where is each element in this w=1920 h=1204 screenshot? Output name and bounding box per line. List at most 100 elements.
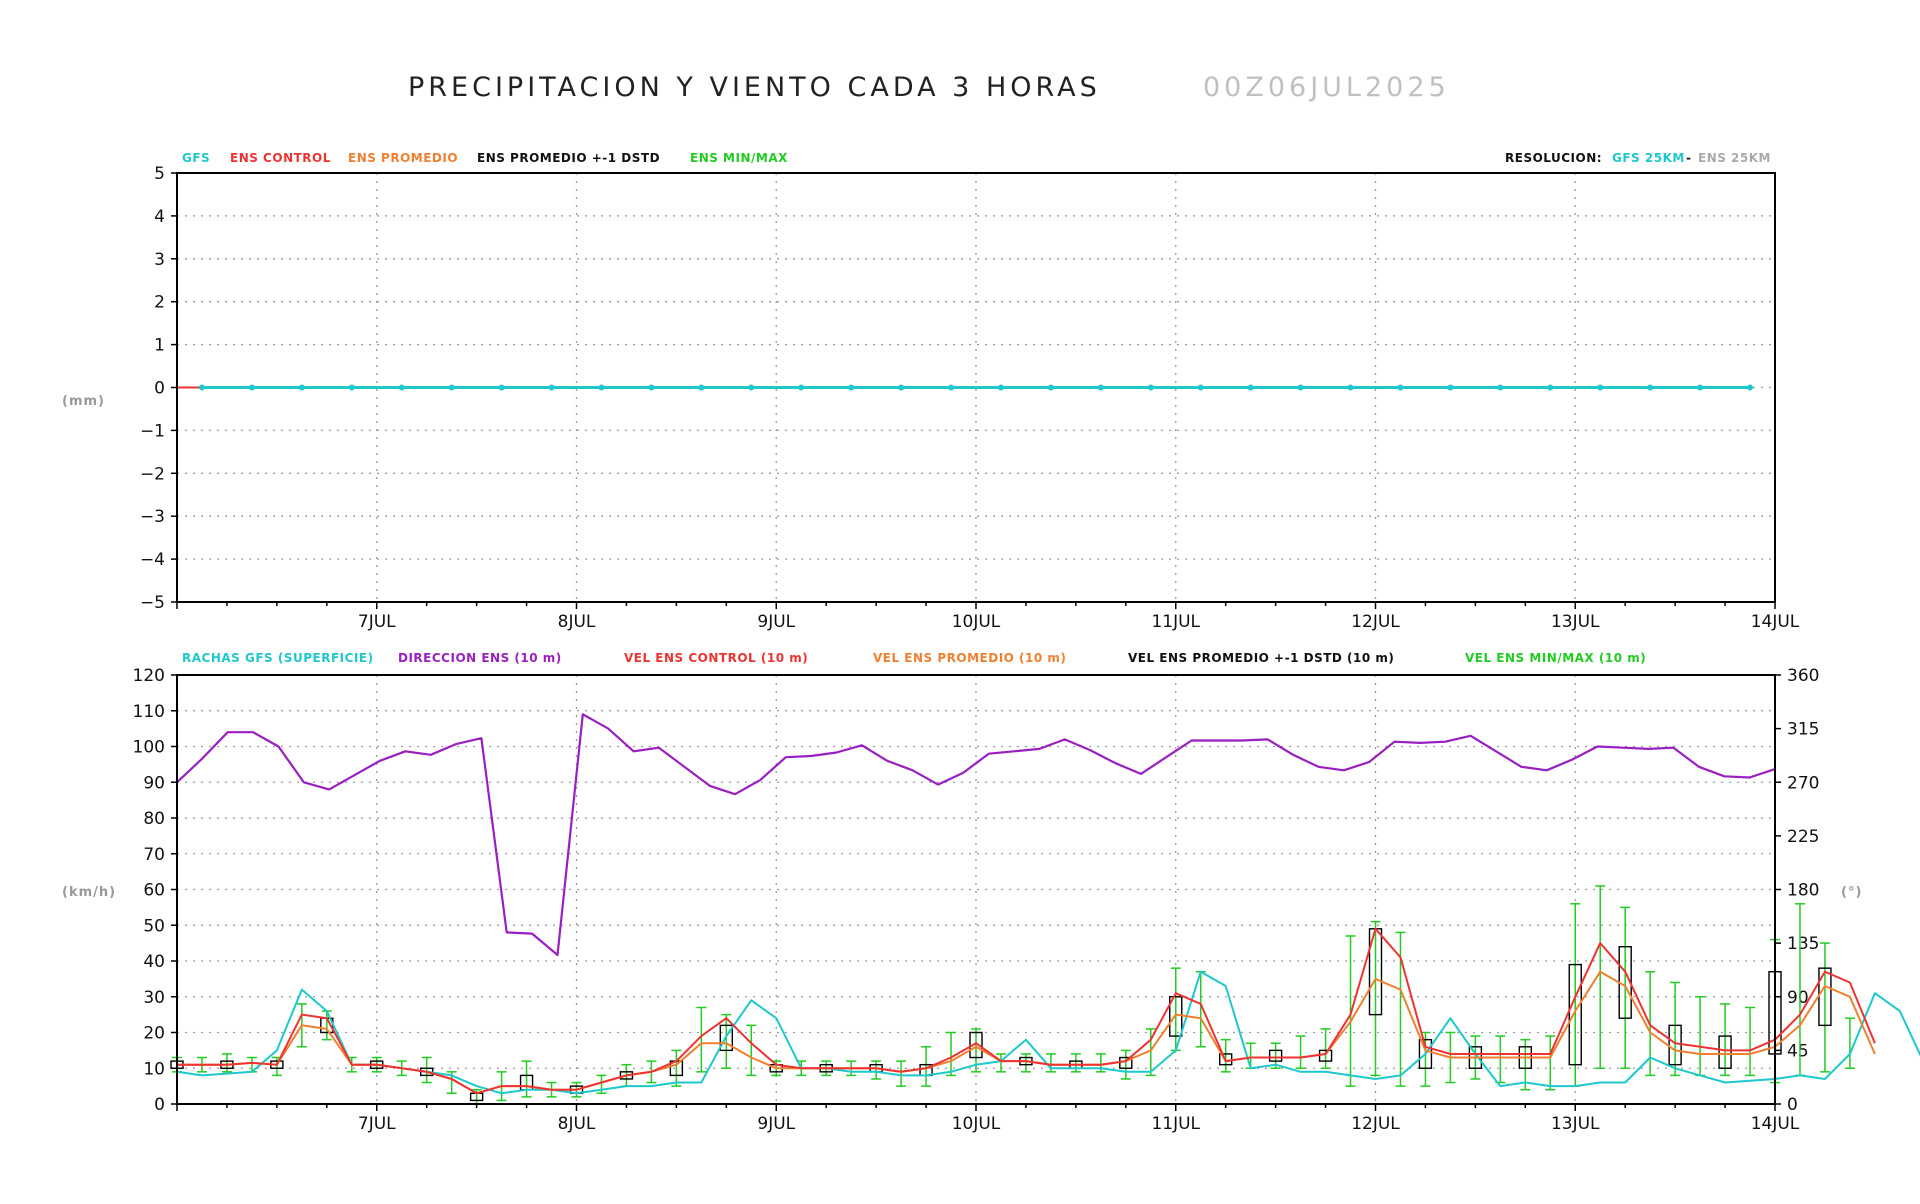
minmax-whisker — [1844, 1017, 1855, 1069]
gfs-precip-point — [598, 384, 605, 391]
minmax-whisker — [1020, 1053, 1031, 1073]
y-tick-label: 40 — [143, 952, 165, 972]
y-tick-label: 80 — [143, 809, 165, 829]
minmax-whisker — [1819, 942, 1830, 1073]
y-right-tick-label: 315 — [1787, 720, 1819, 740]
y-right-tick-label: 360 — [1787, 666, 1819, 686]
minmax-whisker — [1295, 1035, 1306, 1069]
y-tick-label: 90 — [143, 773, 165, 793]
gfs-precip-point — [848, 384, 855, 391]
x-tick-label: 11JUL — [1151, 612, 1200, 632]
gfs-precip-point — [1347, 384, 1354, 391]
y-right-tick-label: 225 — [1787, 827, 1819, 847]
minmax-whisker — [921, 1046, 932, 1087]
x-tick-label: 10JUL — [952, 1114, 1001, 1134]
y-right-tick-label: 0 — [1787, 1095, 1798, 1115]
y-tick-label: 120 — [133, 666, 165, 686]
y-tick-label: 50 — [143, 916, 165, 936]
legend-res-sep: - — [1686, 151, 1691, 165]
minmax-whisker — [1720, 1003, 1731, 1077]
gfs-gusts-line — [176, 970, 1920, 1095]
minmax-whisker — [671, 1049, 682, 1087]
minmax-whisker — [696, 1006, 707, 1073]
x-tick-label: 8JUL — [558, 1114, 596, 1134]
minmax-whisker — [521, 1060, 532, 1098]
minmax-whisker — [1370, 920, 1381, 1077]
top-y-ticks: 5 4 3 2 1 0 −1 −2 −3 −4 −5 — [140, 164, 177, 613]
minmax-whisker — [1220, 1038, 1231, 1073]
legend-rachas: RACHAS GFS (SUPERFICIE) — [182, 651, 374, 665]
gfs-precip-point — [1297, 384, 1304, 391]
minmax-whisker — [995, 1053, 1006, 1073]
top-series — [177, 384, 1754, 391]
minmax-whisker — [1145, 1028, 1156, 1077]
gfs-precip-point — [1697, 384, 1704, 391]
x-tick-label: 14JUL — [1751, 612, 1800, 632]
top-x-ticks: 7JUL 8JUL 9JUL 10JUL 11JUL 12JUL 13JUL 14JUL — [176, 602, 1800, 632]
y-tick-label: 1 — [154, 336, 165, 356]
y-tick-label: −1 — [140, 421, 165, 441]
gfs-precip-point — [548, 384, 555, 391]
gfs-precip-point — [1047, 384, 1054, 391]
legend-resolucion: RESOLUCION: — [1505, 151, 1602, 165]
top-frame — [176, 172, 1776, 603]
y-tick-label: −4 — [140, 550, 165, 570]
bottom-x-ticks: 7JUL 8JUL 9JUL 10JUL 11JUL 12JUL 13JUL 14JUL — [176, 1104, 1800, 1134]
std-box — [969, 1031, 983, 1059]
legend-ens-control: ENS CONTROL — [230, 151, 331, 165]
y-right-tick-label: 135 — [1787, 934, 1819, 954]
legend-ens-minmax: ENS MIN/MAX — [690, 151, 788, 165]
minmax-whisker — [746, 1024, 757, 1077]
legend-ens-dstd: ENS PROMEDIO +-1 DSTD — [477, 151, 660, 165]
y-tick-label: 3 — [154, 250, 165, 270]
y-tick-label: 20 — [143, 1024, 165, 1044]
y-tick-label: 5 — [154, 164, 165, 184]
x-tick-label: 10JUL — [952, 612, 1001, 632]
y-tick-label: 0 — [154, 1095, 165, 1115]
minmax-whisker — [1520, 1038, 1531, 1091]
y-right-tick-label: 180 — [1787, 881, 1819, 901]
gfs-precip-point — [448, 384, 455, 391]
x-tick-label: 13JUL — [1551, 612, 1600, 632]
gfs-precip-point — [248, 384, 255, 391]
gfs-precip-point — [997, 384, 1004, 391]
minmax-whisker — [1670, 981, 1681, 1077]
gfs-precip-point — [1547, 384, 1554, 391]
std-box — [1268, 1049, 1283, 1062]
y-tick-label: −3 — [140, 507, 165, 527]
legend-vel-promedio: VEL ENS PROMEDIO (10 m) — [873, 651, 1066, 665]
gfs-precip-point — [1597, 384, 1604, 391]
gfs-precip-point — [948, 384, 955, 391]
legend-vel-minmax: VEL ENS MIN/MAX (10 m) — [1465, 651, 1646, 665]
ens-direction-line — [176, 713, 1776, 957]
minmax-whisker — [946, 1031, 957, 1077]
gfs-precip-point — [648, 384, 655, 391]
x-tick-label: 12JUL — [1351, 1114, 1400, 1134]
legend-direccion: DIRECCION ENS (10 m) — [398, 651, 562, 665]
minmax-whisker — [1395, 931, 1406, 1087]
ens-control-line — [177, 927, 1876, 1095]
gfs-precip-point — [348, 384, 355, 391]
gfs-precip-point — [1747, 384, 1754, 391]
y-tick-label: 70 — [143, 845, 165, 865]
minmax-whisker — [1595, 885, 1606, 1069]
minmax-whisker — [221, 1053, 232, 1073]
gfs-precip-point — [1247, 384, 1254, 391]
bottom-ylabel-left: (km/h) — [62, 885, 116, 900]
std-box — [719, 1024, 734, 1052]
legend-res-gfs: GFS 25KM — [1612, 151, 1685, 165]
x-tick-label: 13JUL — [1551, 1114, 1600, 1134]
std-box — [1418, 1038, 1433, 1069]
minmax-whisker — [1695, 996, 1706, 1077]
minmax-whisker — [1495, 1035, 1506, 1084]
y-tick-label: −2 — [140, 464, 165, 484]
bottom-series — [170, 713, 1920, 1105]
x-tick-label: 9JUL — [757, 1114, 795, 1134]
gfs-precip-point — [1097, 384, 1104, 391]
minmax-whisker — [871, 1060, 882, 1080]
minmax-whisker — [1120, 1049, 1131, 1080]
gfs-precip-point — [698, 384, 705, 391]
